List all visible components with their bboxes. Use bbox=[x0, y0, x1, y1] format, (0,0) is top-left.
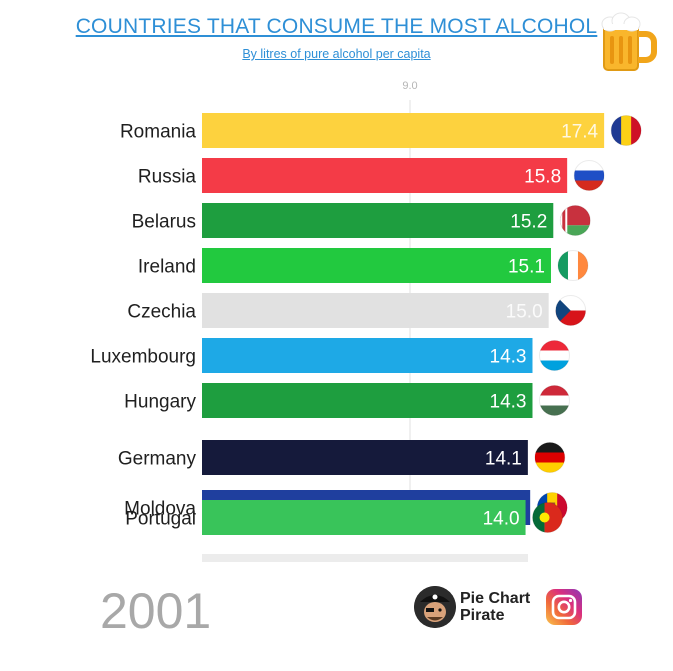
belarus-flag-outline bbox=[559, 205, 591, 236]
germany-flag-outline bbox=[534, 442, 566, 473]
brand-name-line2: Pirate bbox=[460, 607, 505, 624]
value-label-portugal: 14.0 bbox=[483, 509, 520, 530]
bar-chart: 9.0 Romania 17.4 Russia 15.8 Belarus 15.2 Irela… bbox=[90, 80, 642, 562]
czechia-flag-outline bbox=[555, 295, 587, 326]
ireland-flag bbox=[557, 250, 588, 281]
category-label-germany: Germany bbox=[118, 449, 197, 470]
category-label-ireland: Ireland bbox=[138, 257, 196, 278]
bar-partial bbox=[202, 554, 528, 562]
bar-ireland bbox=[202, 248, 551, 283]
value-label-belarus: 15.2 bbox=[510, 212, 547, 233]
ireland-flag-outline bbox=[557, 250, 589, 281]
luxembourg-flag-outline bbox=[538, 340, 570, 371]
value-label-czechia: 15.0 bbox=[506, 302, 543, 323]
hungary-flag-outline bbox=[538, 385, 570, 416]
germany-flag bbox=[534, 442, 565, 473]
bar-luxembourg bbox=[202, 338, 533, 373]
czechia-flag bbox=[555, 295, 586, 326]
instagram-icon[interactable] bbox=[546, 589, 582, 625]
belarus-flag bbox=[560, 205, 591, 236]
category-label-russia: Russia bbox=[138, 167, 197, 188]
category-label-luxembourg: Luxembourg bbox=[90, 347, 196, 368]
brand-name: Pie Chart Pirate bbox=[460, 590, 544, 624]
chart-title: COUNTRIES THAT CONSUME THE MOST ALCOHOL bbox=[75, 15, 598, 38]
bar-czechia bbox=[202, 293, 549, 328]
luxembourg-flag bbox=[539, 340, 570, 371]
pirate-avatar-icon bbox=[414, 586, 456, 628]
romania-flag-outline bbox=[610, 115, 642, 146]
russia-flag-outline bbox=[573, 160, 605, 191]
bar-belarus bbox=[202, 203, 554, 238]
category-label-czechia: Czechia bbox=[127, 302, 196, 323]
value-label-germany: 14.1 bbox=[485, 449, 522, 470]
brand-name-line1: Pie Chart bbox=[460, 590, 531, 607]
value-label-luxembourg: 14.3 bbox=[490, 347, 527, 368]
value-label-romania: 17.4 bbox=[561, 122, 598, 143]
beer-mug-icon bbox=[601, 12, 657, 71]
russia-flag bbox=[574, 160, 605, 191]
brand-logo[interactable]: Pie Chart Pirate bbox=[414, 586, 582, 628]
portugal-flag-outline bbox=[532, 502, 564, 533]
value-label-ireland: 15.1 bbox=[508, 257, 545, 278]
bar-russia bbox=[202, 158, 568, 193]
bar-germany bbox=[202, 440, 528, 475]
value-label-russia: 15.8 bbox=[524, 167, 561, 188]
value-label-hungary: 14.3 bbox=[490, 392, 527, 413]
category-label-hungary: Hungary bbox=[124, 392, 196, 413]
category-label-moldova: Moldova bbox=[124, 499, 196, 520]
category-label-portugal: Portugal bbox=[125, 509, 196, 530]
chart-subtitle: By litres of pure alcohol per capita bbox=[242, 47, 431, 61]
bar-romania bbox=[202, 113, 605, 148]
portugal-flag bbox=[532, 502, 563, 533]
category-label-belarus: Belarus bbox=[132, 212, 196, 233]
bar-hungary bbox=[202, 383, 533, 418]
romania-flag bbox=[611, 115, 642, 146]
hungary-flag bbox=[539, 385, 570, 416]
axis-tick-label: 9.0 bbox=[402, 80, 417, 92]
category-label-romania: Romania bbox=[120, 122, 196, 143]
year-label: 2001 bbox=[100, 583, 212, 639]
bar-portugal bbox=[202, 500, 526, 535]
